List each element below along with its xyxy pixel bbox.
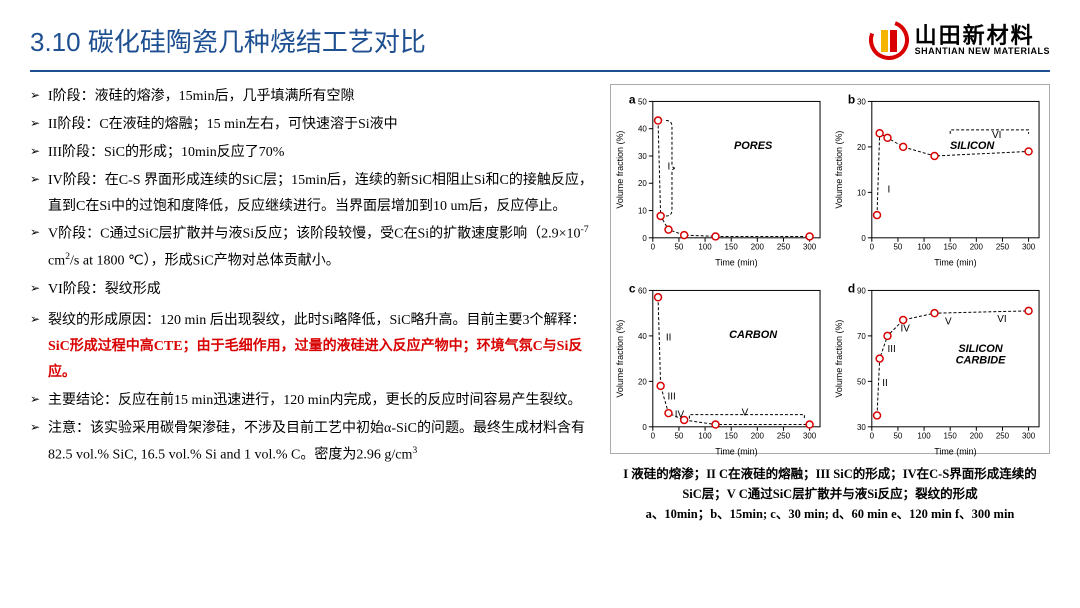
svg-text:300: 300 [1022, 432, 1036, 441]
svg-text:300: 300 [803, 432, 817, 441]
svg-text:b: b [848, 92, 855, 106]
chart-grid: 05010015020025030001020304050Time (min)V… [610, 84, 1050, 454]
list-item: 主要结论：反应在前15 min迅速进行，120 min内完成，更长的反应时间容易… [30, 388, 596, 414]
svg-text:60: 60 [638, 287, 647, 296]
page-title: 3.10 碳化硅陶瓷几种烧结工艺对比 [30, 22, 426, 59]
svg-text:100: 100 [698, 243, 712, 252]
svg-text:0: 0 [861, 234, 866, 243]
list-item: II阶段：C在液硅的熔融；15 min左右，可快速溶于Si液中 [30, 112, 596, 138]
svg-text:250: 250 [996, 432, 1010, 441]
svg-text:300: 300 [1022, 243, 1036, 252]
svg-text:Time (min): Time (min) [934, 447, 976, 457]
svg-text:0: 0 [870, 432, 875, 441]
list-item: 注意：该实验采用碳骨架渗硅，不涉及目前工艺中初始α-SiC的问题。最终生成材料含… [30, 416, 596, 468]
svg-text:VI: VI [992, 130, 1001, 141]
svg-text:250: 250 [777, 432, 791, 441]
svg-text:50: 50 [894, 432, 903, 441]
svg-text:Time (min): Time (min) [715, 447, 757, 457]
bullet-list: I阶段：液硅的熔渗，15min后，几乎填满所有空隙 II阶段：C在液硅的熔融；1… [30, 84, 596, 524]
svg-text:SILICON: SILICON [950, 140, 995, 152]
list-item: V阶段：C通过SiC层扩散并与液Si反应；该阶段较慢，受C在Si的扩散速度影响（… [30, 221, 596, 274]
svg-text:30: 30 [857, 97, 866, 106]
svg-text:PORES: PORES [734, 140, 773, 152]
svg-text:200: 200 [751, 432, 765, 441]
svg-text:50: 50 [894, 243, 903, 252]
svg-text:300: 300 [803, 243, 817, 252]
list-item: IV阶段：在C-S 界面形成连续的SiC层；15min后，连续的新SiC相阻止S… [30, 168, 596, 220]
svg-text:250: 250 [777, 243, 791, 252]
svg-text:200: 200 [751, 243, 765, 252]
svg-text:50: 50 [675, 243, 684, 252]
svg-text:d: d [848, 282, 855, 296]
logo-icon [869, 20, 909, 60]
svg-text:50: 50 [638, 97, 647, 106]
list-item: III阶段：SiC的形成；10min反应了70% [30, 140, 596, 166]
logo-text-en: SHANTIAN NEW MATERIALS [915, 47, 1050, 56]
svg-text:CARBIDE: CARBIDE [956, 355, 1007, 367]
svg-text:20: 20 [638, 377, 647, 386]
svg-text:0: 0 [642, 423, 647, 432]
svg-text:50: 50 [675, 432, 684, 441]
svg-text:III: III [887, 344, 895, 355]
svg-text:150: 150 [725, 432, 739, 441]
chart-panel-d: 0 50 100 150 200 250 300 30 50 70 90 Time (min) Volu… [830, 274, 1049, 463]
svg-text:Time (min): Time (min) [934, 258, 976, 268]
svg-text:90: 90 [857, 287, 866, 296]
svg-text:Volume fraction (%): Volume fraction (%) [834, 131, 844, 209]
svg-text:Volume fraction (%): Volume fraction (%) [834, 320, 844, 398]
svg-text:I: I [887, 184, 890, 195]
svg-text:150: 150 [944, 432, 958, 441]
svg-text:Time (min): Time (min) [715, 258, 757, 268]
chart-panel-a: 0 50 100 150 200 250 300 0 10 20 30 40 50 Time (min) V… [611, 85, 830, 274]
svg-text:10: 10 [638, 207, 647, 216]
svg-text:Volume fraction (%): Volume fraction (%) [615, 320, 625, 398]
logo-text-cn: 山田新材料 [915, 25, 1050, 47]
svg-text:I: I [667, 162, 670, 173]
svg-text:c: c [629, 282, 636, 296]
svg-text:V: V [742, 408, 749, 419]
svg-text:0: 0 [870, 243, 875, 252]
svg-text:100: 100 [917, 243, 931, 252]
svg-text:10: 10 [857, 188, 866, 197]
svg-text:40: 40 [638, 125, 647, 134]
svg-text:200: 200 [970, 432, 984, 441]
svg-text:40: 40 [638, 332, 647, 341]
svg-text:a: a [629, 92, 636, 106]
svg-text:V: V [945, 317, 952, 328]
svg-text:50: 50 [857, 377, 866, 386]
svg-text:II: II [666, 333, 672, 344]
svg-text:IV: IV [675, 410, 685, 421]
company-logo: 山田新材料 SHANTIAN NEW MATERIALS [869, 20, 1050, 60]
svg-text:250: 250 [996, 243, 1010, 252]
chart-caption: I 液硅的熔渗；II C在液硅的熔融；III SiC的形成；IV在C-S界面形成… [610, 464, 1050, 524]
svg-text:100: 100 [917, 432, 931, 441]
svg-text:CARBON: CARBON [729, 329, 778, 341]
svg-text:200: 200 [970, 243, 984, 252]
svg-text:IV: IV [901, 324, 911, 335]
svg-text:20: 20 [857, 143, 866, 152]
svg-text:SILICON: SILICON [958, 343, 1003, 355]
svg-text:III: III [667, 392, 675, 403]
chart-panel-c: 0 50 100 150 200 250 300 0 20 40 60 Time (min) Volum… [611, 274, 830, 463]
list-item: I阶段：液硅的熔渗，15min后，几乎填满所有空隙 [30, 84, 596, 110]
svg-text:100: 100 [698, 432, 712, 441]
svg-text:II: II [882, 378, 888, 389]
svg-text:150: 150 [725, 243, 739, 252]
list-item: VI阶段：裂纹形成 [30, 277, 596, 303]
svg-text:Volume fraction (%): Volume fraction (%) [615, 131, 625, 209]
svg-text:150: 150 [944, 243, 958, 252]
svg-text:20: 20 [638, 179, 647, 188]
svg-text:0: 0 [651, 243, 656, 252]
svg-text:30: 30 [638, 152, 647, 161]
svg-text:0: 0 [651, 432, 656, 441]
svg-text:0: 0 [642, 234, 647, 243]
chart-panel-b: 0 50 100 150 200 250 300 0 10 20 30 Time (min) Volum… [830, 85, 1049, 274]
list-item: 裂纹的形成原因：120 min 后出现裂纹，此时Si略降低，SiC略升高。目前主… [30, 308, 596, 386]
svg-text:70: 70 [857, 332, 866, 341]
svg-text:VI: VI [997, 314, 1006, 325]
svg-text:30: 30 [857, 423, 866, 432]
